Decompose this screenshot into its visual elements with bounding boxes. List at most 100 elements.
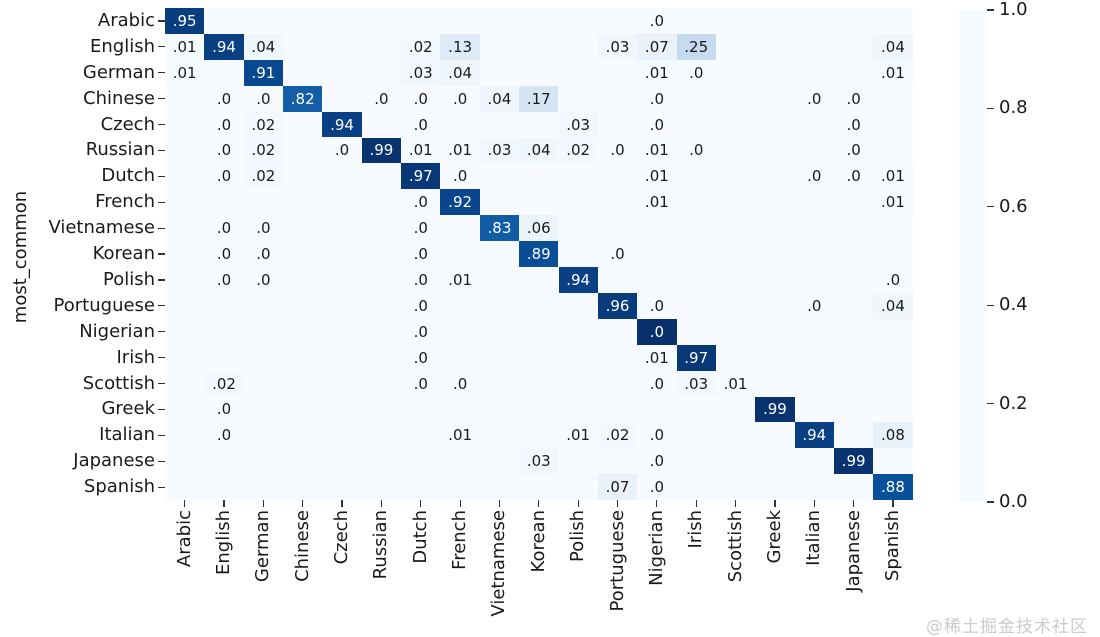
heatmap-cell-greek-greek: .99 (755, 396, 795, 423)
heatmap-cell-russian-irish: .0 (676, 137, 716, 164)
x-tick-mark (420, 500, 422, 507)
x-tick-mark (813, 500, 815, 507)
heatmap-cell-dutch-dutch: .97 (401, 163, 441, 190)
heatmap-cell-italian-nigerian: .0 (637, 422, 677, 449)
y-tick-mark (158, 279, 165, 281)
y-tick-mark (158, 98, 165, 100)
heatmap-cell-dutch-french: .0 (440, 163, 480, 190)
x-tick-label-italian: Italian (803, 510, 825, 566)
y-tick-label-russian: Russian (85, 139, 155, 161)
heatmap-cell-dutch-spanish: .01 (873, 163, 913, 190)
x-tick-label-spanish: Spanish (881, 510, 903, 582)
heatmap-cell-vietnamese-english: .0 (204, 215, 244, 242)
heatmap-cell-russian-czech: .0 (322, 137, 362, 164)
heatmap-cell-german-french: .04 (440, 59, 480, 86)
heatmap-cell-greek-english: .0 (204, 396, 244, 423)
heatmap-cell-nigerian-dutch: .0 (401, 318, 441, 345)
colorbar-tick-label: 0.4 (999, 294, 1028, 316)
heatmap-cell-german-spanish: .01 (873, 59, 913, 86)
heatmap-cell-czech-japanese: .0 (833, 111, 874, 138)
heatmap-cell-english-dutch: .02 (401, 33, 441, 60)
x-tick-label-chinese: Chinese (291, 510, 313, 582)
heatmap-cell-russian-german: .02 (243, 137, 284, 164)
heatmap-cell-german-irish: .0 (676, 59, 716, 86)
y-tick-mark (158, 434, 165, 436)
heatmap-cell-arabic-arabic: .95 (165, 8, 205, 34)
heatmap-cell-chinese-dutch: .0 (401, 85, 441, 112)
heatmap-cell-irish-irish: .97 (676, 344, 716, 371)
heatmap-cell-vietnamese-dutch: .0 (401, 215, 441, 242)
x-tick-mark (695, 500, 697, 507)
heatmap-cell-french-nigerian: .01 (637, 189, 677, 216)
y-tick-label-arabic: Arabic (97, 9, 155, 31)
heatmap-cell-russian-korean: .04 (519, 137, 559, 164)
colorbar-tick-mark (987, 107, 994, 109)
y-tick-mark (158, 149, 165, 152)
heatmap-cell-russian-russian: .99 (361, 137, 402, 164)
x-tick-label-dutch: Dutch (409, 510, 431, 564)
x-tick-mark (262, 500, 264, 507)
heatmap-cell-portuguese-italian: .0 (794, 292, 834, 319)
y-tick-label-polish: Polish (102, 268, 155, 290)
y-tick-label-spanish: Spanish (83, 476, 155, 498)
heatmap-cell-dutch-german: .02 (243, 163, 284, 190)
colorbar-tick-mark (987, 403, 994, 405)
heatmap-cell-scottish-english: .02 (204, 370, 244, 397)
colorbar-tick-mark (987, 9, 994, 11)
x-tick-label-vietnamese: Vietnamese (488, 510, 510, 617)
x-tick-mark (184, 500, 186, 507)
heatmap-cell-chinese-korean: .17 (519, 85, 559, 112)
y-tick-mark (158, 357, 165, 359)
x-tick-mark (341, 500, 343, 507)
x-tick-label-japanese: Japanese (842, 510, 864, 592)
heatmap-cell-dutch-japanese: .0 (833, 163, 874, 190)
y-tick-mark (158, 46, 165, 48)
colorbar-tick-label: 0.6 (999, 195, 1028, 217)
x-tick-mark (498, 500, 501, 507)
y-tick-mark (158, 175, 165, 177)
y-tick-label-nigerian: Nigerian (79, 320, 155, 342)
heatmap-cell-italian-spanish: .08 (873, 422, 913, 449)
heatmap-cell-korean-korean: .89 (519, 241, 559, 267)
x-tick-mark (774, 500, 776, 507)
heatmap-cell-italian-english: .0 (204, 422, 244, 449)
heatmap-cell-scottish-french: .0 (440, 370, 480, 397)
heatmap-cell-english-irish: .25 (676, 33, 716, 60)
heatmap-cell-korean-dutch: .0 (401, 241, 441, 267)
x-tick-label-english: English (213, 510, 235, 575)
x-tick-label-arabic: Arabic (173, 510, 195, 568)
heatmap-cell-korean-german: .0 (243, 241, 284, 267)
watermark: @稀土掘金技术社区 (926, 617, 1088, 637)
heatmap-cell-russian-french: .01 (440, 137, 480, 164)
x-tick-label-portuguese: Portuguese (606, 510, 628, 612)
y-tick-mark (158, 201, 165, 203)
y-tick-label-dutch: Dutch (101, 165, 155, 187)
heatmap-cell-english-french: .13 (440, 33, 480, 60)
y-tick-label-italian: Italian (99, 424, 155, 446)
heatmap-cell-czech-dutch: .0 (401, 111, 441, 138)
heatmap-cell-portuguese-dutch: .0 (401, 292, 441, 319)
x-tick-mark (380, 500, 382, 507)
heatmap-cell-spanish-nigerian: .0 (637, 474, 677, 501)
y-tick-mark (158, 408, 165, 411)
heatmap-cell-italian-french: .01 (440, 422, 480, 449)
x-tick-label-german: German (252, 510, 274, 583)
heatmap-cell-czech-czech: .94 (322, 111, 362, 138)
heatmap-cell-japanese-japanese: .99 (833, 448, 874, 475)
heatmap-cell-polish-french: .01 (440, 267, 480, 293)
x-tick-mark (892, 500, 894, 507)
heatmap-cell-chinese-chinese: .82 (283, 85, 323, 112)
heatmap-cell-french-dutch: .0 (401, 189, 441, 216)
x-tick-label-french: French (449, 510, 471, 570)
heatmap-cell-portuguese-nigerian: .0 (637, 292, 677, 319)
heatmap-cell-vietnamese-vietnamese: .83 (479, 215, 520, 242)
heatmap-cell-italian-portuguese: .02 (597, 422, 638, 449)
colorbar (959, 10, 987, 502)
x-tick-label-korean: Korean (527, 510, 549, 573)
heatmap-cell-scottish-dutch: .0 (401, 370, 441, 397)
heatmap-cell-dutch-english: .0 (204, 163, 244, 190)
heatmap-cell-polish-german: .0 (243, 267, 284, 293)
heatmap-cell-scottish-irish: .03 (676, 370, 716, 397)
x-tick-mark (538, 500, 540, 507)
